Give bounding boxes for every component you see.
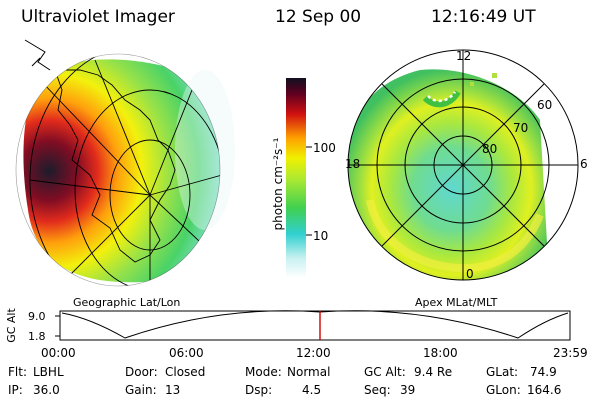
mlt-label-18: 18 xyxy=(345,157,361,171)
instrument-title: Ultraviolet Imager xyxy=(21,7,175,27)
altitude-ytick-1-8: 1.8 xyxy=(28,330,46,343)
door-label: Door: xyxy=(125,365,158,379)
mode-label: Mode: xyxy=(245,365,282,379)
time-label: 12:16:49 UT xyxy=(431,7,536,27)
glon-label: GLon: xyxy=(486,383,521,397)
filter-value: LBHL xyxy=(33,365,64,379)
geographic-map xyxy=(15,39,235,287)
mlt-label-12: 12 xyxy=(456,49,472,63)
seq-value: 39 xyxy=(400,383,416,397)
mlat-label-80: 80 xyxy=(482,142,498,156)
altitude-plot xyxy=(55,310,571,341)
gain-value: 13 xyxy=(165,383,181,397)
seq-label: Seq: xyxy=(364,383,391,397)
time-tick-0000: 00:00 xyxy=(41,346,76,360)
ip-label: IP: xyxy=(8,383,23,397)
mode-value: Normal xyxy=(287,365,331,379)
glat-label: GLat: xyxy=(486,365,519,379)
door-value: Closed xyxy=(165,365,206,379)
dsp-value: 4.5 xyxy=(302,383,322,397)
colorbar-unit-label: photon cm⁻²s⁻¹ xyxy=(271,137,285,231)
date-label: 12 Sep 00 xyxy=(275,7,362,27)
time-tick-1800: 18:00 xyxy=(423,346,458,360)
geographic-caption: Geographic Lat/Lon xyxy=(73,296,181,309)
ip-value: 36.0 xyxy=(33,383,60,397)
mlt-label-6: 6 xyxy=(580,157,588,171)
dsp-label: Dsp: xyxy=(245,383,273,397)
mlat-label-70: 70 xyxy=(513,121,529,135)
mlat-label-60: 60 xyxy=(537,98,553,112)
time-tick-2359: 23:59 xyxy=(553,346,588,360)
colorbar xyxy=(286,78,312,278)
gc-alt-value: 9.4 Re xyxy=(414,365,453,379)
altitude-ylabel: GC Alt xyxy=(4,308,18,343)
polar-map xyxy=(347,49,579,281)
filter-label: Flt: xyxy=(8,365,27,379)
gc-alt-label: GC Alt: xyxy=(364,365,406,379)
time-tick-1200: 12:00 xyxy=(296,346,331,360)
time-tick-0600: 06:00 xyxy=(169,346,204,360)
apex-caption: Apex MLat/MLT xyxy=(415,296,498,309)
altitude-ytick-9: 9.0 xyxy=(28,310,46,323)
gain-label: Gain: xyxy=(125,383,157,397)
glon-value: 164.6 xyxy=(527,383,562,397)
coastline xyxy=(54,69,176,263)
glat-value: 74.9 xyxy=(530,365,557,379)
mlt-label-0: 0 xyxy=(466,267,474,281)
colorbar-tick-100: 100 xyxy=(313,141,336,155)
colorbar-tick-10: 10 xyxy=(313,229,329,243)
